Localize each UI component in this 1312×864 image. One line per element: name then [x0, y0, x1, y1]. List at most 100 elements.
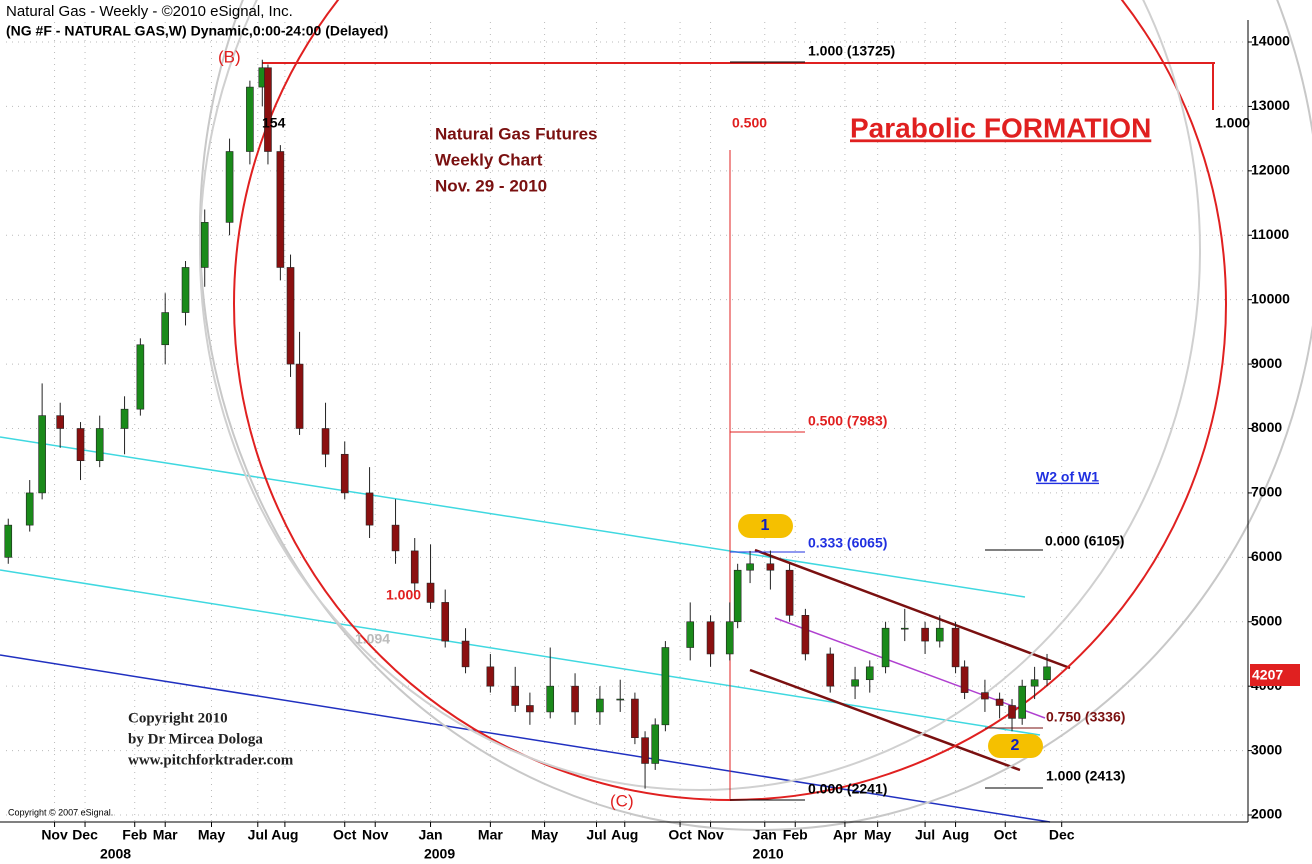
x-tick-label: Nov: [697, 827, 724, 843]
candle-body: [38, 415, 46, 494]
chart-title: Natural Gas - Weekly - ©2010 eSignal, In…: [6, 3, 293, 20]
x-tick-label: Oct: [333, 827, 357, 843]
candle-body: [706, 621, 715, 655]
candle-body: [785, 569, 794, 616]
copyright: by Dr Mircea Dologa: [128, 731, 263, 747]
trend-line: [0, 654, 1051, 823]
candle-body: [826, 653, 835, 687]
x-tick-label: Dec: [72, 827, 98, 843]
candle-body: [365, 492, 374, 526]
candle-body: [286, 267, 295, 365]
formation-title: Parabolic FORMATION: [850, 112, 1151, 143]
fib-label: 0.000 (2241): [808, 781, 887, 797]
x-tick-label: Jul: [915, 827, 935, 843]
fib-label: 1.000 (13725): [808, 43, 895, 59]
x-tick-label: Dec: [1049, 827, 1075, 843]
candle-body: [995, 698, 1004, 706]
x-tick-label: Oct: [668, 827, 692, 843]
candle-body: [921, 627, 929, 642]
fib-label: 0.500: [732, 115, 767, 131]
candle-body: [25, 492, 34, 526]
candle-body: [225, 151, 234, 223]
x-tick-label: May: [198, 827, 225, 843]
x-tick-label: Jan: [753, 827, 777, 843]
x-tick-label: Jul: [586, 827, 606, 843]
label: (B): [218, 47, 241, 66]
candle-body: [951, 627, 960, 668]
candle-body: [391, 524, 400, 552]
x-tick-label: Apr: [833, 827, 858, 843]
x-tick-label: Nov: [362, 827, 389, 843]
x-tick-label: Aug: [942, 827, 969, 843]
note: Natural Gas Futures: [435, 124, 598, 143]
x-tick-label: May: [531, 827, 558, 843]
label: (C): [610, 791, 634, 810]
candle-body: [1018, 685, 1026, 719]
candle-body: [571, 685, 579, 713]
fib-arc: [199, 0, 1201, 791]
label: 154: [262, 115, 286, 131]
price-box: [1250, 664, 1300, 686]
year-label: 2009: [424, 846, 455, 862]
candle-body: [725, 621, 734, 655]
copyright: Copyright © 2007 eSignal.: [8, 807, 113, 817]
y-tick-label: 2000: [1251, 806, 1282, 822]
candle-body: [801, 615, 810, 655]
fib-label: 0.333 (6065): [808, 535, 887, 551]
candle-body: [410, 550, 419, 584]
x-tick-label: Aug: [271, 827, 298, 843]
y-tick-label: 5000: [1251, 612, 1282, 628]
candle-body: [546, 685, 555, 713]
candle-body: [56, 415, 64, 429]
candle-body: [486, 666, 495, 687]
candle-body: [865, 666, 874, 681]
channel-line: [749, 668, 1021, 772]
y-tick-label: 12000: [1251, 162, 1290, 178]
candle-body: [120, 408, 129, 429]
y-tick-label: 8000: [1251, 419, 1282, 435]
trend-line: [0, 436, 1026, 598]
year-label: 2008: [100, 846, 131, 862]
candle-body: [340, 453, 349, 494]
copyright: www.pitchforktrader.com: [128, 752, 294, 768]
candle-body: [4, 524, 13, 558]
x-tick-label: May: [864, 827, 891, 843]
pivot-badge: [738, 514, 793, 538]
candle-body: [616, 698, 625, 701]
pivot-label: 1: [761, 517, 770, 534]
candle-body: [264, 67, 272, 152]
x-tick-label: Jan: [418, 827, 442, 843]
fib-label: 0.750 (3336): [1046, 709, 1125, 725]
grid: [6, 22, 1248, 822]
arc-label: 1.094: [355, 631, 390, 647]
candle-body: [441, 602, 450, 642]
candle-body: [651, 724, 660, 764]
candle-body: [95, 428, 104, 462]
x-tick-label: Mar: [153, 827, 178, 843]
candle-body: [295, 363, 304, 429]
candle-body: [686, 621, 695, 648]
year-label: 2010: [753, 846, 784, 862]
candle-body: [733, 569, 742, 623]
candle-body: [960, 666, 969, 693]
candle-body: [181, 267, 190, 313]
wave-label: W2 of W1: [1036, 469, 1099, 485]
candle-body: [161, 312, 170, 346]
candle-body: [200, 222, 209, 268]
candle-body: [900, 627, 909, 630]
candle-body: [746, 563, 754, 571]
x-tick-label: Feb: [783, 827, 808, 843]
fib-label: 0.000 (6105): [1045, 533, 1124, 549]
ticks: 2000300040005000600070008000900010000110…: [41, 33, 1290, 862]
candles: [4, 59, 1051, 789]
candle-body: [246, 86, 254, 152]
candle-body: [661, 647, 670, 726]
y-tick-label: 7000: [1251, 484, 1282, 500]
y-tick-label: 9000: [1251, 355, 1282, 371]
note: Nov. 29 - 2010: [435, 176, 547, 195]
x-tick-label: Mar: [478, 827, 503, 843]
candle-body: [981, 692, 989, 700]
y-tick-label: 13000: [1251, 97, 1290, 113]
candle-body: [1030, 679, 1039, 687]
